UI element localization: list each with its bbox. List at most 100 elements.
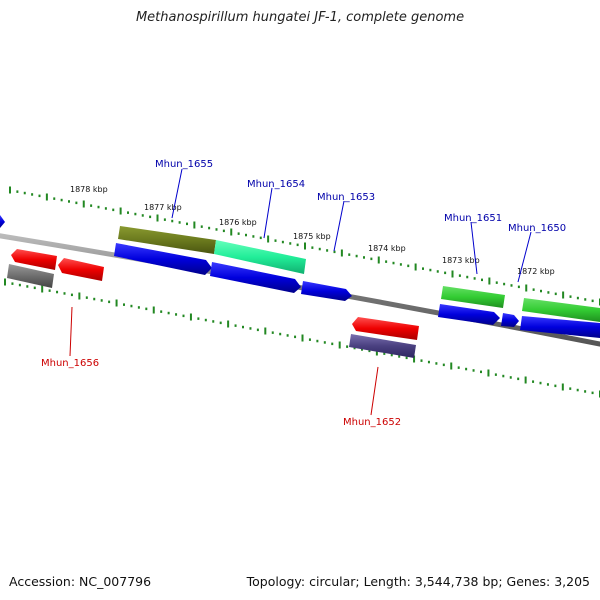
scale-major-tick: [301, 334, 304, 342]
scale-minor-tick: [234, 324, 237, 327]
feature-slate[interactable]: [349, 334, 416, 358]
leader-1653: [333, 200, 345, 252]
scale-minor-tick: [63, 292, 66, 295]
scale-minor-tick: [16, 190, 19, 193]
feature-teal[interactable]: [214, 240, 306, 274]
cds-forward-small[interactable]: [501, 313, 519, 327]
outer-scale: [9, 186, 600, 306]
scale-minor-tick: [517, 377, 520, 381]
leader-1651: [470, 221, 478, 275]
feature-green-1650[interactable]: [522, 298, 600, 322]
scale-minor-tick: [540, 289, 542, 293]
scale-minor-tick: [429, 268, 432, 272]
scale-minor-tick: [420, 359, 423, 362]
scale-major-tick: [488, 277, 491, 285]
kbp-label-1877: 1877 kbp: [144, 203, 182, 212]
scale-minor-tick: [31, 193, 34, 196]
scale-major-tick: [451, 270, 454, 278]
leader-1654: [263, 187, 273, 239]
scale-minor-tick: [38, 194, 41, 198]
scale-minor-tick: [481, 278, 483, 282]
kbp-label-1872: 1872 kbp: [517, 267, 555, 276]
scale-major-tick: [4, 278, 6, 286]
scale-minor-tick: [326, 249, 329, 252]
feature-gray[interactable]: [7, 264, 54, 288]
scale-major-tick: [267, 235, 270, 243]
scale-minor-tick: [134, 212, 137, 216]
gene-label-1656[interactable]: Mhun_1656: [41, 358, 99, 369]
gene-label-1653[interactable]: Mhun_1653: [317, 192, 375, 203]
cds-forward-1650[interactable]: [520, 316, 600, 338]
scale-minor-tick: [442, 363, 445, 367]
cds-forward-edge[interactable]: [0, 215, 5, 228]
scale-minor-tick: [422, 267, 424, 270]
scale-major-tick: [524, 376, 527, 384]
scale-minor-tick: [108, 300, 111, 304]
scale-minor-tick: [90, 204, 93, 207]
scale-minor-tick: [547, 291, 550, 294]
scale-minor-tick: [509, 376, 512, 379]
scale-major-tick: [413, 355, 416, 363]
gene-label-1652[interactable]: Mhun_1652: [343, 417, 401, 428]
scale-minor-tick: [237, 232, 240, 235]
gene-label-1650[interactable]: Mhun_1650: [508, 223, 566, 234]
kbp-label-1875: 1875 kbp: [293, 232, 331, 241]
leader-1656: [69, 306, 73, 357]
cds-reverse-1[interactable]: [11, 249, 57, 270]
cds-forward-1654[interactable]: [210, 262, 301, 293]
scale-major-tick: [264, 327, 267, 335]
scale-minor-tick: [517, 285, 520, 289]
scale-minor-tick: [33, 286, 36, 290]
scale-minor-tick: [208, 226, 211, 230]
scale-minor-tick: [554, 292, 557, 296]
feature-green-1651[interactable]: [441, 286, 505, 308]
scale-minor-tick: [141, 214, 144, 217]
scale-minor-tick: [274, 239, 277, 242]
map-title: Methanospirillum hungatei JF-1, complete…: [135, 10, 465, 25]
scale-minor-tick: [70, 293, 73, 297]
cds-reverse-1656[interactable]: [58, 258, 104, 281]
scale-minor-tick: [100, 299, 103, 302]
cds-forward-1653[interactable]: [301, 281, 352, 301]
scale-major-tick: [78, 292, 81, 300]
scale-major-tick: [375, 348, 378, 356]
scale-minor-tick: [348, 253, 351, 256]
scale-minor-tick: [11, 282, 14, 285]
scale-minor-tick: [385, 260, 388, 263]
scale-minor-tick: [569, 387, 572, 390]
scale-minor-tick: [502, 374, 505, 378]
scale-minor-tick: [444, 271, 447, 275]
scale-minor-tick: [503, 282, 506, 286]
scale-major-tick: [487, 369, 490, 377]
cds-reverse-1652[interactable]: [352, 317, 419, 340]
scale-major-tick: [152, 306, 155, 314]
scale-minor-tick: [182, 314, 185, 318]
cds-forward-1655[interactable]: [114, 243, 212, 275]
scale-minor-tick: [532, 380, 535, 383]
scale-minor-tick: [256, 328, 259, 332]
scale-minor-tick: [331, 342, 334, 346]
scale-minor-tick: [130, 304, 133, 308]
scale-minor-tick: [494, 373, 497, 376]
scale-minor-tick: [200, 225, 203, 228]
gene-label-1655[interactable]: Mhun_1655: [155, 159, 213, 170]
scale-minor-tick: [427, 360, 430, 364]
scale-minor-tick: [539, 381, 542, 385]
scale-minor-tick: [26, 285, 29, 288]
scale-major-tick: [562, 291, 565, 299]
gene-label-1654[interactable]: Mhun_1654: [247, 179, 305, 190]
leader-1655: [171, 168, 183, 219]
scale-minor-tick: [480, 370, 482, 374]
scale-minor-tick: [204, 318, 207, 322]
cds-forward-1651[interactable]: [438, 304, 500, 325]
scale-minor-tick: [18, 283, 21, 287]
scale-minor-tick: [361, 348, 363, 351]
scale-minor-tick: [149, 215, 152, 219]
scale-major-tick: [304, 242, 306, 250]
feature-olive[interactable]: [118, 226, 216, 254]
scale-minor-tick: [363, 256, 365, 259]
leader-1650: [517, 231, 532, 283]
gene-label-1651[interactable]: Mhun_1651: [444, 213, 502, 224]
scale-minor-tick: [584, 390, 587, 393]
